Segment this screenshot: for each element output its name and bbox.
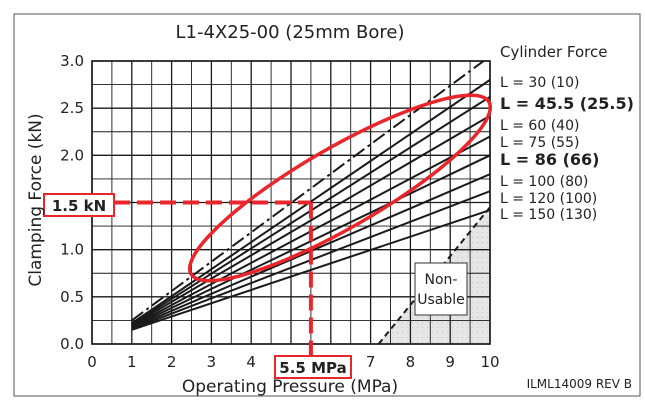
tick-labels: 0 1 2 3 4 7 8 9 10 0.0 0.5 1.0 2.0 2.5 3.0: [60, 52, 499, 371]
legend-entry: L = 30 (10): [500, 75, 579, 91]
y-tick-label: 2.0: [60, 146, 84, 164]
x-tick-label: 3: [207, 353, 217, 371]
x-tick-label: 4: [246, 353, 256, 371]
y-tick-label: 1.0: [60, 241, 84, 259]
non-usable-label-line2: Usable: [417, 292, 465, 308]
x-tick-label: 9: [445, 353, 455, 371]
figure-frame: [13, 13, 641, 397]
x-tick-label: 1: [127, 353, 137, 371]
x-tick-label: 8: [406, 353, 416, 371]
series-line-8: [131, 209, 490, 331]
pressure-callout-box: [274, 355, 352, 379]
cylinder-force-line: [131, 61, 486, 322]
force-callout-box: [43, 193, 115, 217]
highlight-ellipse: [187, 93, 493, 283]
non-usable-label-line1: Non-: [425, 272, 458, 288]
y-axis-label: Clamping Force (kN): [26, 113, 46, 286]
x-axis-label: Operating Pressure (MPa): [182, 377, 398, 397]
legend-entry: L = 60 (40): [500, 118, 579, 134]
chart-title: L1-4X25-00 (25mm Bore): [176, 22, 405, 43]
x-tick-label: 2: [167, 353, 177, 371]
series-line-3: [131, 114, 490, 326]
legend-title: Cylinder Force: [500, 43, 607, 61]
revision-footer: ILML14009 REV B: [527, 377, 632, 391]
non-usable-label-box: [414, 262, 468, 316]
x-tick-label: 7: [366, 353, 376, 371]
legend: Cylinder Force L = 30 (10) L = 45.5 (25.5)…: [500, 43, 634, 223]
y-tick-label: 2.5: [60, 99, 84, 117]
legend-entry: L = 100 (80): [500, 174, 588, 190]
legend-entry: L = 150 (130): [500, 207, 597, 223]
y-tick-label: 3.0: [60, 52, 84, 70]
legend-entry: L = 75 (55): [500, 135, 579, 151]
pressure-callout-label: 5.5 MPa: [279, 359, 346, 377]
legend-entry: L = 86 (66): [500, 150, 599, 169]
force-callout-label: 1.5 kN: [52, 197, 106, 215]
y-tick-label: 0.5: [60, 288, 84, 306]
example-guides: [114, 200, 313, 356]
legend-entry: L = 120 (100): [500, 191, 597, 207]
x-tick-label: 10: [480, 353, 499, 371]
x-tick-label: 0: [87, 353, 97, 371]
y-tick-label: 0.0: [60, 335, 84, 353]
legend-entry: L = 45.5 (25.5): [500, 94, 634, 113]
